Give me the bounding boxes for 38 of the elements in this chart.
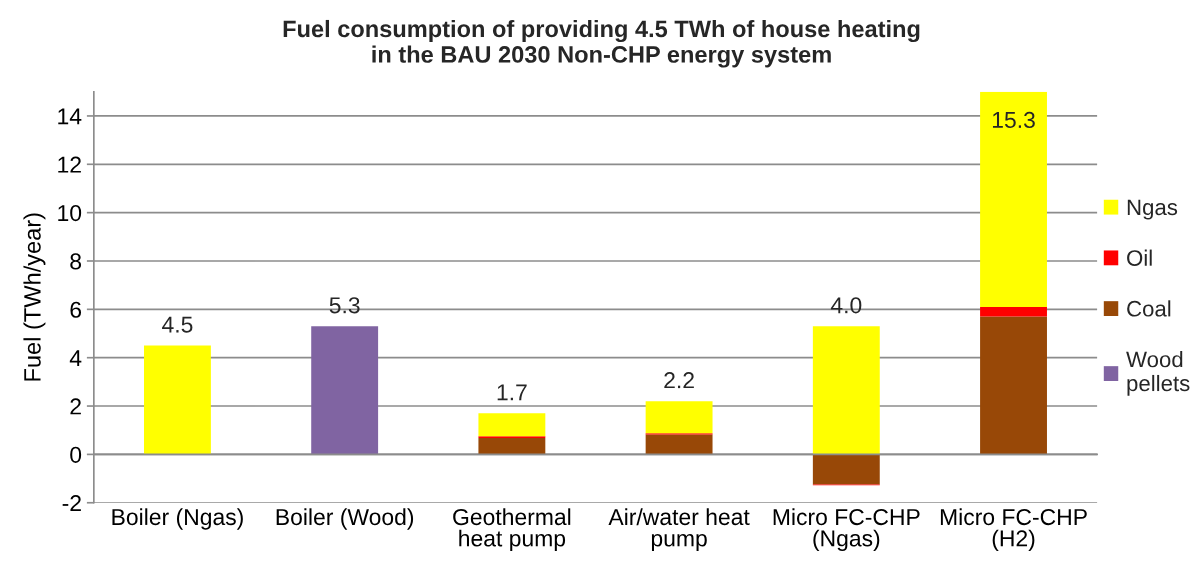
annotation: 15.3 [992, 111, 1035, 129]
total-label: 1.7 [497, 384, 527, 401]
y-tick-label: 12 [58, 156, 81, 173]
bar [980, 306, 1047, 317]
bar [478, 437, 546, 455]
x-tick-label: Micro FC-CHP (Ngas) [773, 508, 920, 552]
x-tick-label: Micro FC-CHP (H2) [940, 508, 1087, 552]
bar [478, 413, 546, 437]
y-tick-label: 6 [70, 301, 82, 318]
bar [980, 91, 1047, 307]
chart-title: Fuel consumption of providing 4.5 TWh of house heating in the BAU 2030 Non-CHP energy system [283, 19, 920, 68]
bar [144, 345, 211, 455]
legend-label: Coal [1127, 300, 1171, 317]
bar [812, 326, 880, 455]
legend-label: Oil [1127, 249, 1152, 266]
bar [980, 316, 1047, 455]
legend-label: Ngas [1127, 199, 1178, 220]
total-label: 2.2 [664, 372, 694, 389]
x-tick-label: Air/water heat pump [608, 508, 750, 552]
total-label: 5.3 [329, 297, 360, 314]
x-tick-label: Boiler (Wood) [276, 508, 414, 530]
y-tick-label: 0 [70, 446, 82, 463]
bar [311, 326, 379, 455]
bar [812, 454, 880, 485]
y-tick-label: 10 [58, 204, 82, 222]
y-tick-label: 8 [70, 253, 82, 270]
total-label: 4.0 [830, 297, 862, 314]
legend-label: Wood pellets [1126, 351, 1190, 396]
y-tick-label: -2 [62, 495, 81, 512]
bar [645, 434, 713, 455]
bar [645, 401, 713, 434]
total-label: 4.5 [162, 316, 193, 333]
y-tick-label: 4 [69, 350, 82, 366]
y-tick-label: 2 [70, 398, 81, 415]
y-axis-title: Fuel (TWh/year) [23, 213, 46, 381]
y-tick-label: 14 [58, 108, 82, 125]
x-tick-label: Boiler (Ngas) [112, 508, 243, 530]
x-tick-label: Geothermal heat pump [453, 508, 571, 552]
